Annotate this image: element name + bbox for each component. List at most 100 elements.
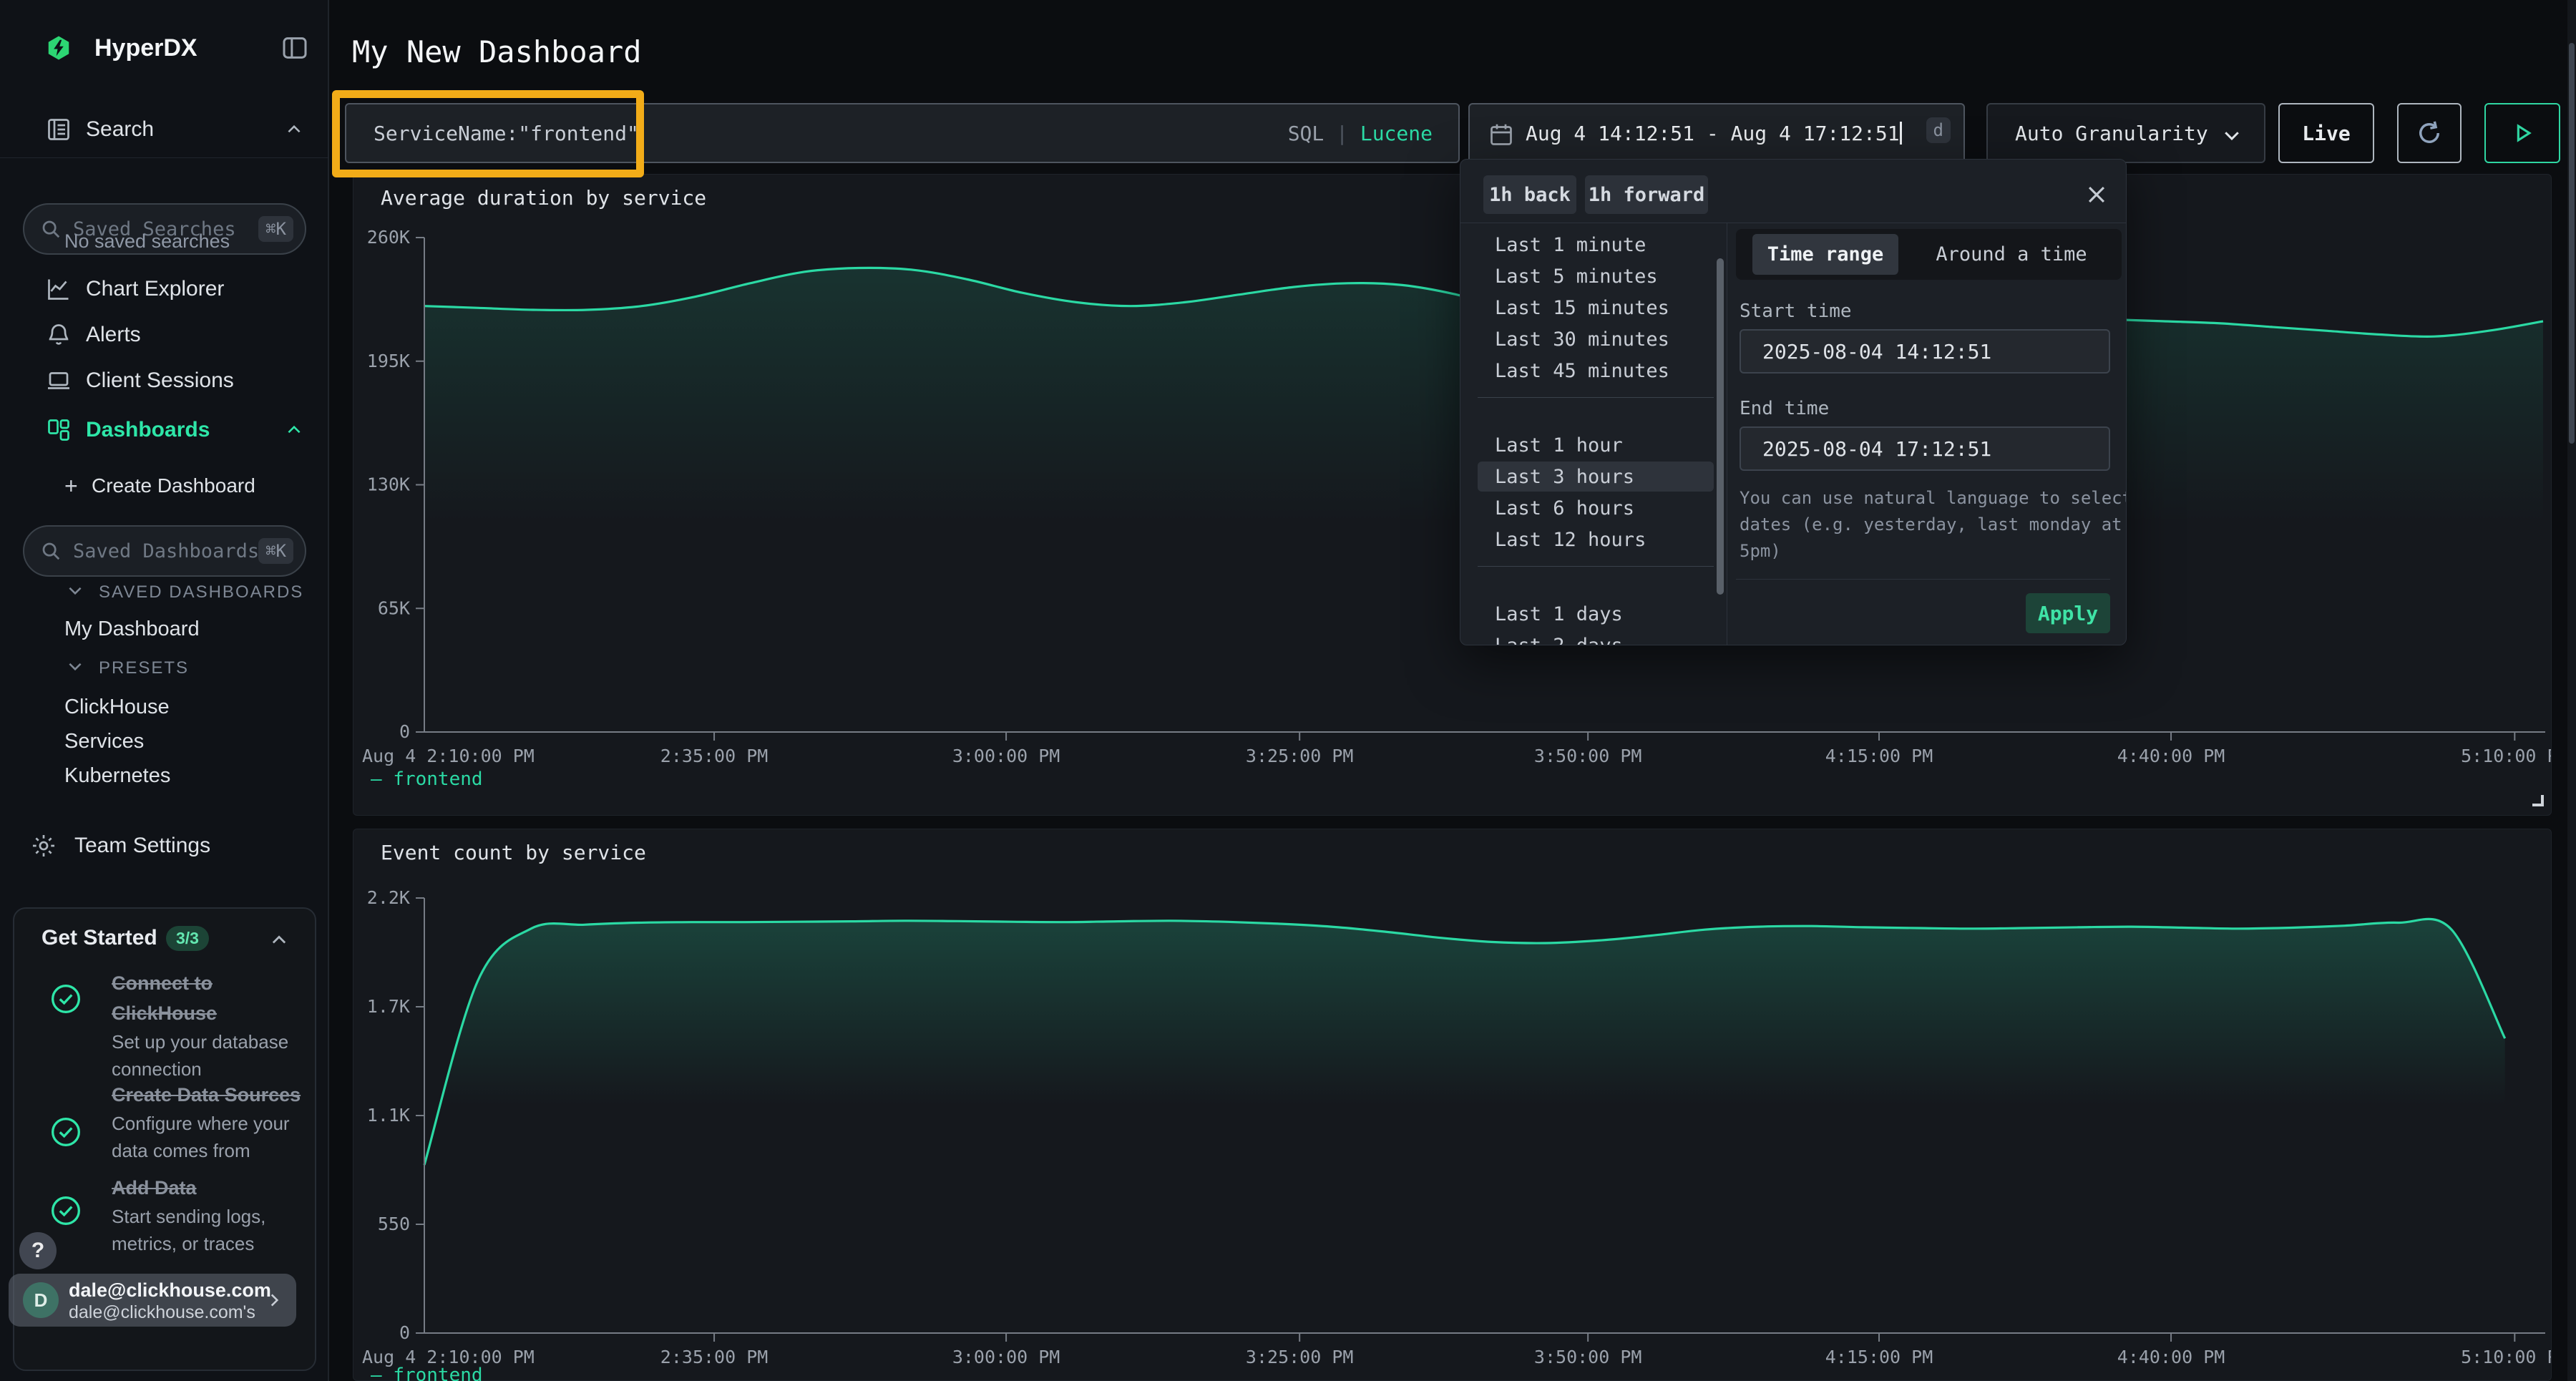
run-query-button[interactable] [2484, 103, 2560, 163]
user-team: dale@clickhouse.com's [69, 1302, 255, 1322]
get-started-badge: 3/3 [166, 926, 209, 951]
section-header[interactable]: SAVED DASHBOARDS [99, 582, 304, 602]
sql-mode-toggle[interactable]: SQL [1287, 122, 1324, 145]
list-scrollbar[interactable] [1717, 258, 1724, 595]
svg-text:1.7K: 1.7K [367, 996, 410, 1017]
svg-text:4:40:00 PM: 4:40:00 PM [2117, 1347, 2225, 1367]
chart-panel-event-count: Event count by service 2.2K 1.7K 1.1K 550 0 A… [353, 829, 2552, 1381]
panel-resize-handle[interactable] [2532, 795, 2544, 806]
time-option-last-3-hours[interactable]: Last 3 hours [1478, 462, 1714, 492]
end-time-label: End time [1740, 398, 1830, 419]
user-email: dale@clickhouse.com [69, 1279, 271, 1301]
scrollbar-thumb[interactable] [2569, 43, 2575, 444]
apply-button[interactable]: Apply [2026, 593, 2110, 633]
help-button[interactable]: ? [19, 1232, 57, 1269]
get-started-item-title[interactable]: Add Data [112, 1177, 197, 1199]
help-label: ? [31, 1239, 45, 1262]
check-circle-icon [52, 985, 80, 1013]
svg-text:2.2K: 2.2K [367, 887, 410, 908]
svg-text:4:15:00 PM: 4:15:00 PM [1825, 746, 1933, 766]
svg-text:0: 0 [399, 721, 410, 742]
time-option-last-1-hour[interactable]: Last 1 hour [1495, 434, 1623, 457]
svg-text:3:25:00 PM: 3:25:00 PM [1246, 746, 1354, 766]
get-started-item-title[interactable]: Create Data Sources [112, 1084, 301, 1106]
saved-searches-input[interactable]: Saved Searches ⌘K [23, 203, 306, 255]
time-option-last-1-minute[interactable]: Last 1 minute [1495, 233, 1646, 256]
time-option-last-2-days[interactable]: Last 2 days [1495, 634, 1623, 645]
create-dashboard-button[interactable]: + Create Dashboard [0, 464, 329, 507]
granularity-select[interactable]: Auto Granularity [1986, 103, 2265, 163]
tab-time-range[interactable]: Time range [1752, 234, 1898, 275]
sidebar-item-clickhouse[interactable]: ClickHouse [64, 696, 170, 718]
time-range-kbd: d [1926, 117, 1951, 143]
get-started-item-title[interactable]: Connect to ClickHouse [112, 972, 218, 1024]
chevron-down-icon [2225, 132, 2239, 141]
check-circle-icon [52, 1118, 80, 1146]
chevron-down-icon [69, 663, 82, 671]
lucene-mode-toggle[interactable]: Lucene [1360, 122, 1433, 145]
svg-text:Aug 4 2:10:00 PM: Aug 4 2:10:00 PM [362, 1347, 535, 1367]
svg-text:3:00:00 PM: 3:00:00 PM [952, 746, 1060, 766]
section-header[interactable]: PRESETS [99, 658, 190, 678]
live-button[interactable]: Live [2278, 103, 2374, 163]
mode-divider: | [1336, 122, 1348, 145]
time-option-last-12-hours[interactable]: Last 12 hours [1495, 528, 1646, 551]
sidebar-collapse-icon[interactable] [280, 34, 309, 62]
shift-1h-forward-button[interactable]: 1h forward [1585, 175, 1708, 214]
popover-footer-divider [1736, 579, 2110, 580]
time-option-last-15-minutes[interactable]: Last 15 minutes [1495, 296, 1669, 319]
end-time-input[interactable]: 2025-08-04 17:12:51 [1740, 426, 2110, 471]
text-caret [1899, 122, 1902, 145]
query-text: ServiceName:"frontend" [374, 122, 639, 145]
list-divider [1478, 566, 1714, 567]
svg-text:550: 550 [378, 1214, 410, 1234]
sidebar-item-team-settings[interactable]: Team Settings [0, 823, 329, 869]
refresh-button[interactable] [2397, 103, 2462, 163]
time-option-last-6-hours[interactable]: Last 6 hours [1495, 497, 1635, 519]
start-time-input[interactable]: 2025-08-04 14:12:51 [1740, 329, 2110, 374]
close-icon[interactable] [2084, 182, 2109, 207]
time-range-input[interactable]: Aug 4 14:12:51 - Aug 4 17:12:51 d [1468, 103, 1965, 163]
hyperdx-logo-icon [48, 36, 69, 60]
sidebar-item-dashboards[interactable]: Dashboards [0, 407, 329, 453]
time-option-last-1-days[interactable]: Last 1 days [1495, 602, 1623, 625]
sidebar-item-my-dashboard[interactable]: My Dashboard [64, 618, 200, 640]
page-scrollbar[interactable] [2567, 0, 2576, 1381]
granularity-value: Auto Granularity [2015, 122, 2208, 145]
chart-title: Average duration by service [381, 186, 707, 210]
time-option-last-5-minutes[interactable]: Last 5 minutes [1495, 265, 1658, 288]
chart-title: Event count by service [381, 841, 646, 864]
brand-name: HyperDX [94, 34, 197, 62]
svg-text:3:50:00 PM: 3:50:00 PM [1534, 1347, 1642, 1367]
time-option-last-30-minutes[interactable]: Last 30 minutes [1495, 328, 1669, 351]
sidebar-item-search[interactable]: Search [0, 107, 329, 152]
svg-text:195K: 195K [367, 351, 410, 371]
sidebar-item-alerts[interactable]: Alerts [0, 312, 329, 358]
tab-around-a-time[interactable]: Around a time [1936, 243, 2087, 265]
refresh-icon [2419, 121, 2439, 143]
natural-language-hint: You can use natural language to select d… [1740, 488, 2127, 562]
get-started-item-desc: Configure where your data comes from [112, 1113, 290, 1161]
sidebar-item-client-sessions[interactable]: Client Sessions [0, 358, 329, 404]
time-option-last-45-minutes[interactable]: Last 45 minutes [1495, 359, 1669, 382]
brand-row: HyperDX [0, 25, 329, 71]
svg-text:1.1K: 1.1K [367, 1105, 410, 1126]
bell-icon [49, 324, 69, 345]
saved-dashboards-placeholder: Saved Dashboards [73, 540, 260, 562]
shift-1h-back-button[interactable]: 1h back [1483, 175, 1576, 214]
chart-legend[interactable]: — frontend [371, 768, 483, 790]
sidebar-item-kubernetes[interactable]: Kubernetes [64, 764, 171, 787]
chevron-up-icon[interactable] [269, 930, 289, 950]
sidebar-item-services[interactable]: Services [64, 730, 145, 753]
user-chip[interactable]: D dale@clickhouse.com dale@clickhouse.co… [9, 1274, 296, 1327]
chart-legend[interactable]: — frontend [371, 1365, 483, 1381]
play-icon [2517, 124, 2532, 142]
get-started-title: Get Started [42, 926, 157, 950]
check-circle-icon [52, 1196, 80, 1225]
team-settings-label: Team Settings [74, 834, 211, 857]
sidebar-item-chart-explorer[interactable]: Chart Explorer [0, 266, 329, 312]
svg-text:3:25:00 PM: 3:25:00 PM [1246, 1347, 1354, 1367]
sidebar: HyperDX Search Saved Searches ⌘K No [0, 0, 329, 1381]
search-query-input[interactable]: ServiceName:"frontend" SQL | Lucene [345, 103, 1460, 163]
saved-dashboards-input[interactable]: Saved Dashboards ⌘K [23, 525, 306, 577]
